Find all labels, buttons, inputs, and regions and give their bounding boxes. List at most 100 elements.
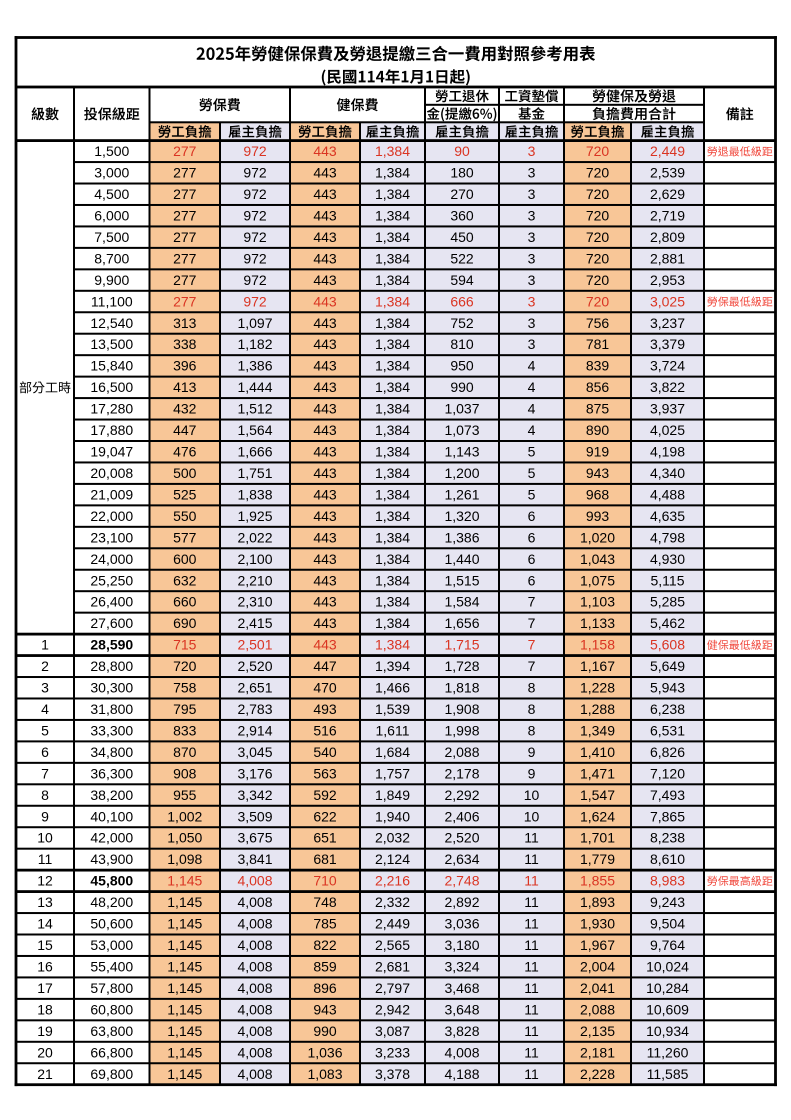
svg-text:3: 3	[528, 315, 536, 331]
svg-text:2,032: 2,032	[375, 830, 410, 846]
svg-text:1,384: 1,384	[375, 336, 410, 352]
svg-text:632: 632	[173, 572, 197, 588]
svg-text:2,681: 2,681	[375, 959, 410, 975]
svg-text:1,855: 1,855	[580, 873, 615, 889]
svg-text:4,008: 4,008	[237, 873, 272, 889]
svg-text:1,167: 1,167	[580, 658, 615, 674]
svg-text:1,075: 1,075	[580, 572, 615, 588]
svg-text:4,500: 4,500	[94, 186, 129, 202]
svg-text:651: 651	[313, 830, 337, 846]
svg-text:859: 859	[313, 959, 337, 975]
svg-text:1,666: 1,666	[237, 444, 272, 460]
svg-text:3: 3	[528, 272, 536, 288]
svg-text:6,000: 6,000	[94, 208, 129, 224]
svg-text:9,504: 9,504	[650, 916, 685, 932]
svg-text:577: 577	[173, 529, 197, 545]
svg-text:6: 6	[41, 744, 49, 760]
svg-text:1,998: 1,998	[444, 723, 479, 739]
svg-text:2,178: 2,178	[444, 765, 479, 781]
svg-text:1,384: 1,384	[375, 379, 410, 395]
svg-text:3,378: 3,378	[375, 1066, 410, 1082]
svg-text:1,386: 1,386	[237, 358, 272, 374]
svg-text:943: 943	[313, 1001, 337, 1017]
svg-text:10,934: 10,934	[646, 1023, 689, 1039]
svg-text:1,394: 1,394	[375, 658, 410, 674]
svg-text:1,925: 1,925	[237, 508, 272, 524]
svg-text:443: 443	[313, 358, 337, 374]
svg-text:443: 443	[313, 551, 337, 567]
svg-text:4: 4	[41, 701, 49, 717]
svg-text:896: 896	[313, 980, 337, 996]
svg-text:1,145: 1,145	[167, 1001, 202, 1017]
svg-text:16: 16	[37, 959, 53, 975]
svg-text:943: 943	[586, 465, 610, 481]
svg-text:1,539: 1,539	[375, 701, 410, 717]
svg-text:396: 396	[173, 358, 197, 374]
svg-text:12: 12	[37, 873, 53, 889]
svg-text:752: 752	[450, 315, 474, 331]
svg-text:8: 8	[528, 680, 536, 696]
svg-text:443: 443	[313, 486, 337, 502]
svg-text:1,466: 1,466	[375, 680, 410, 696]
svg-text:11,100: 11,100	[91, 293, 133, 309]
svg-text:7: 7	[528, 594, 536, 610]
svg-text:3: 3	[528, 336, 536, 352]
svg-text:1,145: 1,145	[167, 894, 202, 910]
svg-text:8,610: 8,610	[650, 851, 685, 867]
svg-text:2,210: 2,210	[237, 572, 272, 588]
svg-text:9: 9	[528, 765, 536, 781]
svg-text:690: 690	[173, 615, 197, 631]
svg-text:42,000: 42,000	[90, 830, 133, 846]
svg-text:972: 972	[243, 250, 267, 266]
svg-text:7: 7	[528, 615, 536, 631]
svg-text:36,300: 36,300	[90, 765, 133, 781]
svg-text:4,340: 4,340	[650, 465, 685, 481]
svg-text:4,008: 4,008	[237, 916, 272, 932]
svg-text:443: 443	[313, 401, 337, 417]
svg-text:2,449: 2,449	[375, 916, 410, 932]
svg-text:11: 11	[38, 851, 53, 867]
svg-text:3: 3	[41, 680, 49, 696]
svg-text:2,088: 2,088	[444, 744, 479, 760]
svg-text:277: 277	[173, 250, 197, 266]
svg-text:5: 5	[41, 723, 49, 739]
svg-text:1,384: 1,384	[375, 165, 410, 181]
svg-text:1,751: 1,751	[237, 465, 272, 481]
svg-text:277: 277	[173, 293, 197, 309]
svg-text:720: 720	[586, 229, 610, 245]
svg-text:4: 4	[528, 401, 536, 417]
svg-text:6: 6	[528, 551, 536, 567]
svg-text:5,115: 5,115	[651, 572, 685, 588]
svg-text:4,008: 4,008	[237, 1023, 272, 1039]
svg-text:22,000: 22,000	[90, 508, 133, 524]
svg-text:33,300: 33,300	[90, 723, 133, 739]
svg-text:4,008: 4,008	[237, 1066, 272, 1082]
svg-text:443: 443	[313, 465, 337, 481]
svg-text:795: 795	[173, 701, 197, 717]
svg-text:270: 270	[450, 186, 474, 202]
svg-text:3: 3	[528, 165, 536, 181]
svg-text:1,182: 1,182	[237, 336, 272, 352]
svg-text:1,584: 1,584	[444, 594, 479, 610]
svg-text:11: 11	[524, 851, 539, 867]
svg-text:4,188: 4,188	[444, 1066, 479, 1082]
svg-text:5,462: 5,462	[650, 615, 685, 631]
svg-text:443: 443	[313, 143, 337, 159]
svg-text:4,798: 4,798	[650, 529, 685, 545]
svg-text:443: 443	[313, 272, 337, 288]
svg-text:6,826: 6,826	[650, 744, 685, 760]
svg-text:4: 4	[528, 358, 536, 374]
svg-text:3: 3	[528, 208, 536, 224]
svg-text:4,008: 4,008	[237, 980, 272, 996]
svg-text:1,349: 1,349	[580, 723, 615, 739]
svg-text:3: 3	[528, 229, 536, 245]
svg-text:756: 756	[586, 315, 610, 331]
svg-text:1,838: 1,838	[237, 486, 272, 502]
svg-text:1,908: 1,908	[444, 701, 479, 717]
svg-text:2,634: 2,634	[444, 851, 479, 867]
svg-text:447: 447	[173, 422, 197, 438]
svg-text:6: 6	[528, 529, 536, 545]
svg-text:9,764: 9,764	[650, 937, 685, 953]
svg-text:3,087: 3,087	[375, 1023, 410, 1039]
svg-text:1,893: 1,893	[580, 894, 615, 910]
